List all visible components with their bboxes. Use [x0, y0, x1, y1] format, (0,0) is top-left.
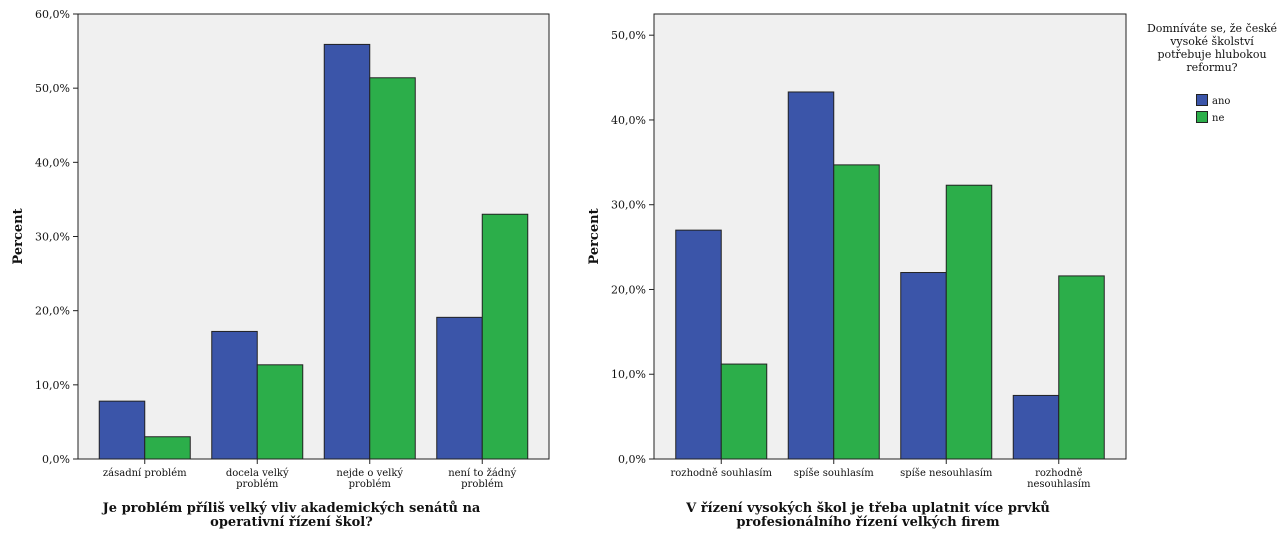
- x-tick-label: spíše souhlasím: [794, 468, 874, 479]
- legend-title-line: reformu?: [1186, 61, 1238, 74]
- x-tick-label: nesouhlasím: [1027, 479, 1091, 490]
- bar-ano: [98, 400, 146, 460]
- x-tick-label: rozhodně souhlasím: [671, 468, 773, 479]
- x-axis-label: profesionálního řízení velkých firem: [736, 515, 999, 530]
- y-tick-label: 20,0%: [611, 283, 646, 296]
- bar-ne: [720, 363, 768, 460]
- y-tick-label: 20,0%: [35, 305, 70, 318]
- y-tick-label: 0,0%: [618, 453, 646, 466]
- x-tick-label: není to žádný: [448, 468, 516, 479]
- bar-ne: [144, 436, 191, 460]
- legend-item-ne: ne: [1196, 111, 1224, 124]
- bar-ano: [675, 229, 722, 460]
- bar-ano: [211, 330, 258, 460]
- y-axis-label: Percent: [587, 208, 602, 264]
- legend-title: Domníváte se, že české vysoké školství p…: [1132, 22, 1288, 74]
- bar-ne: [1058, 275, 1105, 460]
- x-axis-label: operativní řízení škol?: [210, 515, 373, 530]
- legend-label-ano: ano: [1212, 96, 1231, 107]
- bar-ne: [481, 213, 529, 460]
- x-tick-label: problém: [236, 479, 279, 490]
- legend-title-line: Domníváte se, že české: [1146, 22, 1278, 35]
- legend-label-ne: ne: [1212, 113, 1225, 124]
- bar-ne: [833, 164, 880, 460]
- x-tick-label: rozhodně: [1035, 468, 1082, 479]
- bar-ano: [900, 272, 947, 460]
- bar-ano: [1012, 394, 1060, 460]
- y-tick-label: 10,0%: [35, 379, 70, 392]
- y-tick-label: 50,0%: [35, 82, 70, 95]
- x-tick-label: problém: [349, 479, 392, 490]
- x-tick-label: problém: [461, 479, 504, 490]
- y-tick-label: 30,0%: [35, 231, 70, 244]
- y-axis-label: Percent: [11, 208, 26, 264]
- legend-item-ano: ano: [1196, 94, 1230, 107]
- y-tick-label: 10,0%: [611, 368, 646, 381]
- x-axis-label: V řízení vysokých škol je třeba uplatnit…: [685, 501, 1050, 516]
- bar-ne: [369, 77, 416, 460]
- y-tick-label: 0,0%: [42, 453, 70, 466]
- y-tick-label: 60,0%: [35, 8, 70, 21]
- legend-swatch-ano: [1196, 94, 1208, 106]
- bar-ano: [787, 91, 835, 460]
- x-axis-label: Je problém příliš velký vliv akademickýc…: [102, 501, 481, 516]
- bar-ne: [945, 184, 993, 460]
- x-tick-label: zásadní problém: [103, 468, 187, 479]
- bar-ano: [436, 316, 483, 460]
- legend-swatch-ne: [1196, 111, 1208, 123]
- x-tick-label: spíše nesouhlasím: [900, 468, 993, 479]
- y-tick-label: 40,0%: [35, 156, 70, 169]
- y-tick-label: 50,0%: [611, 29, 646, 42]
- legend-title-line: potřebuje hlubokou: [1157, 48, 1267, 61]
- y-tick-label: 30,0%: [611, 199, 646, 212]
- legend-title-line: vysoké školství: [1170, 35, 1254, 48]
- x-tick-label: docela velký: [226, 468, 289, 479]
- x-tick-label: nejde o velký: [336, 468, 403, 479]
- bar-ano: [323, 43, 371, 460]
- y-tick-label: 40,0%: [611, 114, 646, 127]
- bar-ne: [256, 364, 304, 460]
